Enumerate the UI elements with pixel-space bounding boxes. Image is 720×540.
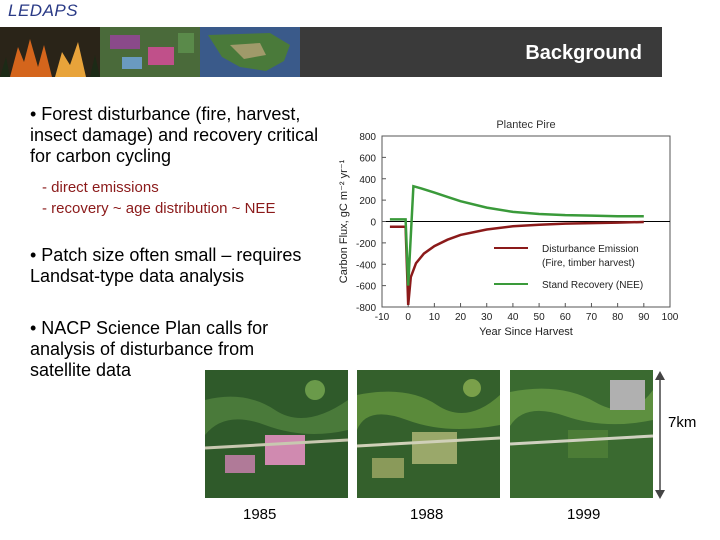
bullet-nacp-science-plan: • NACP Science Plan calls for analysis o…: [30, 318, 269, 380]
year-label-1985: 1985: [243, 506, 277, 523]
carbon-flux-chart: Plantec Pire-800-600-400-200020040060080…: [338, 119, 679, 338]
y-tick-label: 200: [359, 196, 376, 207]
year-label-1988: 1988: [410, 506, 444, 523]
y-tick-label: -400: [356, 260, 376, 271]
year-label-1999: 1999: [567, 506, 601, 523]
y-axis-label: Carbon Flux, gC m⁻² yr⁻¹: [338, 159, 350, 283]
north-america-map-thumbnail: [200, 27, 300, 77]
y-tick-label: -800: [356, 303, 376, 314]
x-tick-label: 10: [429, 312, 441, 323]
sub-bullet-direct-emissions: - direct emissions: [42, 179, 159, 196]
x-axis-label: Year Since Harvest: [479, 326, 573, 338]
x-tick-label: 60: [560, 312, 572, 323]
bullet-patch-size: • Patch size often small – requires Land…: [30, 245, 302, 286]
series-disturbance-emission-line: [389, 220, 644, 306]
legend-label: (Fire, timber harvest): [542, 258, 635, 269]
fire-photo-thumbnail: [0, 27, 100, 77]
brand-logo-text: LEDAPS: [8, 1, 79, 20]
y-tick-label: -600: [356, 282, 376, 293]
header-banner: Background: [0, 27, 662, 77]
sub-bullet-recovery: - recovery ~ age distribution ~ NEE: [42, 200, 276, 217]
y-tick-label: 0: [370, 218, 376, 229]
y-tick-label: 600: [359, 153, 376, 164]
chart-title: Plantec Pire: [496, 119, 555, 131]
satellite-image-1985: [205, 370, 348, 498]
x-tick-label: 40: [507, 312, 519, 323]
x-tick-label: 80: [612, 312, 624, 323]
scale-bar-arrow: [655, 371, 665, 499]
x-tick-label: 0: [405, 312, 411, 323]
scale-bar-label: 7km: [668, 414, 697, 431]
y-tick-label: -200: [356, 239, 376, 250]
x-tick-label: 90: [638, 312, 650, 323]
x-tick-label: 50: [534, 312, 546, 323]
y-tick-label: 400: [359, 175, 376, 186]
x-tick-label: 100: [662, 312, 679, 323]
landcover-map-thumbnail: [100, 27, 200, 77]
x-tick-label: 30: [481, 312, 493, 323]
y-tick-label: 800: [359, 132, 376, 143]
x-tick-label: 70: [586, 312, 598, 323]
satellite-image-1988: [357, 370, 500, 498]
legend-label: Stand Recovery (NEE): [542, 280, 643, 291]
satellite-image-1999: [510, 370, 653, 498]
series-stand-recovery-line: [389, 184, 644, 286]
x-tick-label: -10: [375, 312, 390, 323]
bullet-forest-disturbance: • Forest disturbance (fire, harvest, ins…: [30, 104, 319, 166]
slide-title: Background: [525, 42, 642, 64]
x-tick-label: 20: [455, 312, 467, 323]
legend-label: Disturbance Emission: [542, 244, 639, 255]
